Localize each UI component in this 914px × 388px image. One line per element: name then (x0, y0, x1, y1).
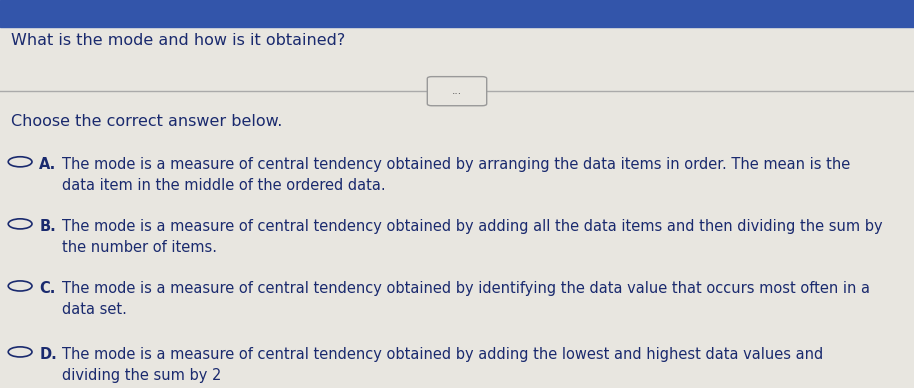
Circle shape (8, 347, 32, 357)
Text: The mode is a measure of central tendency obtained by identifying the data value: The mode is a measure of central tendenc… (62, 281, 870, 317)
Text: Choose the correct answer below.: Choose the correct answer below. (11, 114, 282, 130)
Text: The mode is a measure of central tendency obtained by arranging the data items i: The mode is a measure of central tendenc… (62, 157, 850, 192)
Text: D.: D. (39, 347, 57, 362)
Text: What is the mode and how is it obtained?: What is the mode and how is it obtained? (11, 33, 345, 48)
Circle shape (8, 281, 32, 291)
Circle shape (8, 157, 32, 167)
Text: ...: ... (452, 86, 462, 96)
Circle shape (8, 219, 32, 229)
Text: The mode is a measure of central tendency obtained by adding all the data items : The mode is a measure of central tendenc… (62, 219, 883, 255)
Text: B.: B. (39, 219, 56, 234)
Text: A.: A. (39, 157, 57, 172)
FancyBboxPatch shape (0, 0, 914, 27)
FancyBboxPatch shape (427, 77, 486, 106)
Text: C.: C. (39, 281, 56, 296)
Text: The mode is a measure of central tendency obtained by adding the lowest and high: The mode is a measure of central tendenc… (62, 347, 824, 383)
